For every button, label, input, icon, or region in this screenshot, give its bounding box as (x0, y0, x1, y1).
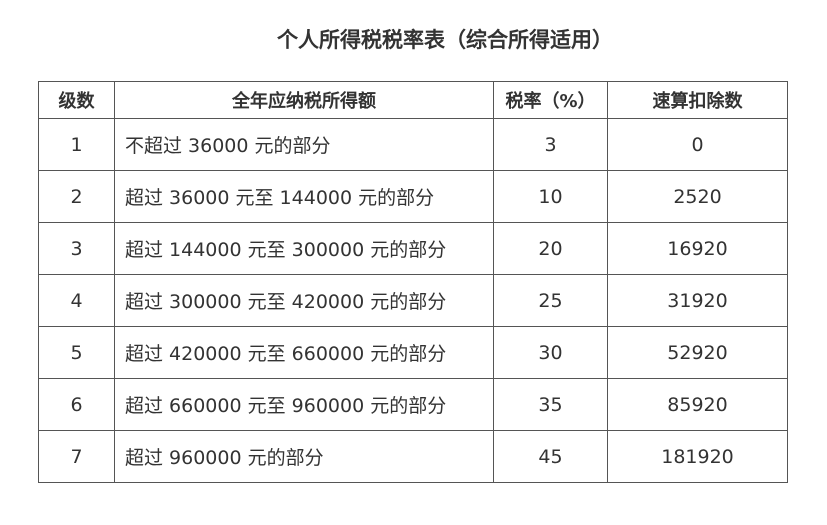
header-rate: 税率（%） (493, 81, 608, 119)
cell-rate: 25 (493, 274, 608, 327)
cell-income: 超过 36000 元至 144000 元的部分 (114, 170, 494, 223)
table-row: 1 不超过 36000 元的部分 3 0 (38, 118, 788, 171)
cell-rate: 35 (493, 378, 608, 431)
table-row: 2 超过 36000 元至 144000 元的部分 10 2520 (38, 170, 788, 223)
cell-level: 4 (38, 274, 115, 327)
cell-level: 3 (38, 222, 115, 275)
cell-level: 5 (38, 326, 115, 379)
cell-deduction: 16920 (607, 222, 788, 275)
cell-level: 2 (38, 170, 115, 223)
table-row: 5 超过 420000 元至 660000 元的部分 30 52920 (38, 326, 788, 379)
table-header-row: 级数 全年应纳税所得额 税率（%） 速算扣除数 (38, 81, 788, 119)
table-row: 3 超过 144000 元至 300000 元的部分 20 16920 (38, 222, 788, 275)
cell-deduction: 85920 (607, 378, 788, 431)
page-title: 个人所得税税率表（综合所得适用） (277, 28, 613, 52)
header-income: 全年应纳税所得额 (114, 81, 494, 119)
header-deduction: 速算扣除数 (607, 81, 788, 119)
cell-deduction: 0 (607, 118, 788, 171)
tax-rate-table: 级数 全年应纳税所得额 税率（%） 速算扣除数 1 不超过 36000 元的部分 3… (38, 81, 788, 483)
cell-rate: 10 (493, 170, 608, 223)
cell-income: 超过 420000 元至 660000 元的部分 (114, 326, 494, 379)
cell-deduction: 31920 (607, 274, 788, 327)
cell-income: 超过 144000 元至 300000 元的部分 (114, 222, 494, 275)
cell-rate: 30 (493, 326, 608, 379)
cell-deduction: 2520 (607, 170, 788, 223)
table-row: 4 超过 300000 元至 420000 元的部分 25 31920 (38, 274, 788, 327)
cell-rate: 20 (493, 222, 608, 275)
cell-level: 6 (38, 378, 115, 431)
cell-level: 1 (38, 118, 115, 171)
cell-rate: 45 (493, 430, 608, 483)
cell-income: 不超过 36000 元的部分 (114, 118, 494, 171)
cell-deduction: 52920 (607, 326, 788, 379)
cell-level: 7 (38, 430, 115, 483)
table-row: 6 超过 660000 元至 960000 元的部分 35 85920 (38, 378, 788, 431)
cell-income: 超过 300000 元至 420000 元的部分 (114, 274, 494, 327)
cell-income: 超过 960000 元的部分 (114, 430, 494, 483)
cell-rate: 3 (493, 118, 608, 171)
table-row: 7 超过 960000 元的部分 45 181920 (38, 430, 788, 483)
cell-income: 超过 660000 元至 960000 元的部分 (114, 378, 494, 431)
header-level: 级数 (38, 81, 115, 119)
cell-deduction: 181920 (607, 430, 788, 483)
